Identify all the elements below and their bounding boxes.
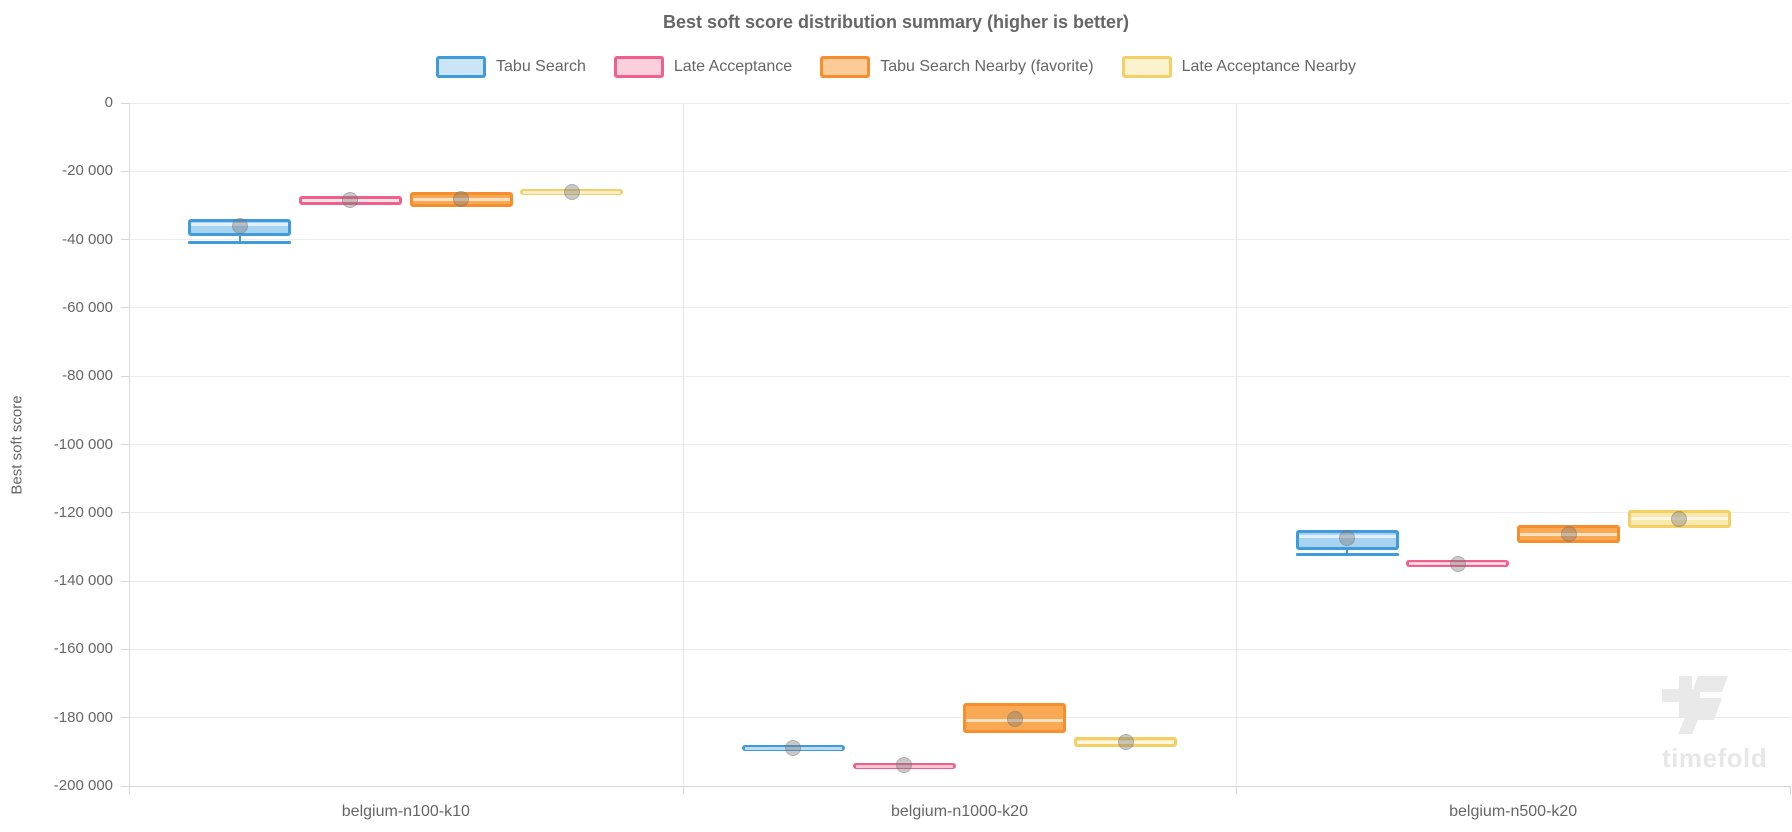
panel-separator xyxy=(682,103,684,786)
mean-dot xyxy=(1560,526,1577,543)
y-tick-label: -140 000 xyxy=(53,572,113,590)
mean-dot xyxy=(1339,530,1356,547)
legend-label: Late Acceptance Nearby xyxy=(1181,58,1356,75)
legend-swatch-icon xyxy=(613,56,664,78)
watermark-text: timefold xyxy=(1662,743,1768,773)
y-gridline xyxy=(129,170,1790,172)
y-tick-mark xyxy=(121,717,129,719)
y-tick-label: -160 000 xyxy=(53,640,113,658)
y-gridline xyxy=(129,307,1790,309)
x-axis-label: belgium-n1000-k20 xyxy=(890,803,1028,820)
x-axis-line xyxy=(129,786,1790,787)
whisker-cap xyxy=(188,240,292,244)
y-gridline xyxy=(129,648,1790,650)
legend-swatch-icon xyxy=(1121,56,1172,78)
y-tick-label: -40 000 xyxy=(62,230,113,248)
chart-legend: Tabu Search Late Acceptance Tabu Search Ne… xyxy=(0,56,1792,78)
x-tick-mark xyxy=(1790,786,1791,794)
legend-label: Late Acceptance xyxy=(673,58,793,75)
y-tick-label: -120 000 xyxy=(53,503,113,521)
x-axis-label: belgium-n100-k10 xyxy=(341,803,470,820)
legend-swatch-icon xyxy=(820,56,871,78)
y-gridline xyxy=(129,717,1790,719)
mean-dot xyxy=(231,217,248,234)
y-tick-mark xyxy=(121,580,129,582)
legend-item-tabu-search-nearby-favorite[interactable]: Tabu Search Nearby (favorite) xyxy=(820,56,1094,78)
mean-dot xyxy=(1449,555,1466,572)
y-tick-label: -200 000 xyxy=(53,777,113,794)
x-tick-mark xyxy=(682,786,684,794)
watermark: timefold xyxy=(1662,674,1772,774)
x-tick-mark xyxy=(129,786,130,794)
y-tick-mark xyxy=(121,170,129,172)
mean-dot xyxy=(896,757,913,774)
x-tick-mark xyxy=(1236,786,1238,794)
mean-dot xyxy=(563,184,580,201)
y-gridline xyxy=(129,512,1790,514)
y-tick-label: -180 000 xyxy=(53,708,113,726)
y-axis-line xyxy=(129,103,130,786)
y-gridline xyxy=(129,580,1790,582)
mean-dot xyxy=(453,191,470,208)
y-tick-mark xyxy=(121,512,129,514)
y-gridline xyxy=(129,375,1790,377)
legend-item-tabu-search[interactable]: Tabu Search xyxy=(436,56,586,78)
chart-title: Best soft score distribution summary (hi… xyxy=(662,12,1130,32)
legend-swatch-icon xyxy=(436,56,487,78)
panel-separator xyxy=(1236,103,1238,786)
whisker-cap xyxy=(1295,553,1399,557)
y-tick-label: -80 000 xyxy=(62,367,113,385)
y-tick-mark xyxy=(121,444,129,445)
legend-item-late-acceptance-nearby[interactable]: Late Acceptance Nearby xyxy=(1121,56,1356,78)
whisker-stem xyxy=(238,236,241,242)
mean-dot xyxy=(1671,510,1688,527)
legend-label: Tabu Search xyxy=(496,58,586,75)
mean-dot xyxy=(1006,710,1023,727)
timefold-logo-icon xyxy=(1662,676,1728,734)
y-tick-label: 0 xyxy=(104,94,113,111)
y-tick-mark xyxy=(121,785,129,787)
x-axis-label: belgium-n500-k20 xyxy=(1449,803,1578,820)
mean-dot xyxy=(1117,734,1134,751)
whisker-stem xyxy=(1346,550,1349,555)
y-tick-mark xyxy=(121,102,129,104)
y-tick-label: -100 000 xyxy=(53,435,113,453)
mean-dot xyxy=(785,739,802,756)
legend-label: Tabu Search Nearby (favorite) xyxy=(880,58,1094,75)
y-tick-mark xyxy=(121,648,129,650)
legend-item-late-acceptance[interactable]: Late Acceptance xyxy=(613,56,793,78)
y-gridline xyxy=(129,102,1790,104)
y-tick-label: -60 000 xyxy=(62,298,113,316)
mean-dot xyxy=(342,192,359,209)
y-tick-label: -20 000 xyxy=(62,162,113,180)
y-tick-mark xyxy=(121,375,129,377)
y-tick-mark xyxy=(121,239,129,241)
y-tick-mark xyxy=(121,307,129,309)
y-gridline xyxy=(129,239,1790,241)
y-gridline xyxy=(129,444,1790,445)
